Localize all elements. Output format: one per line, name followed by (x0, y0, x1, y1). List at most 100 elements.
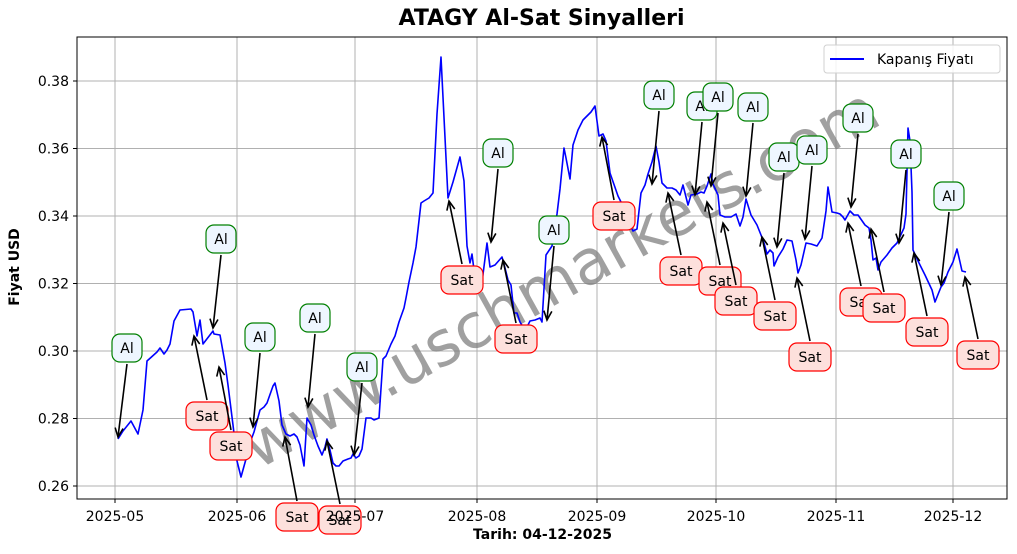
buy-label-text: Al (120, 341, 133, 357)
buy-label-text: Al (253, 330, 266, 346)
arrow-head-icon (773, 237, 783, 249)
signal-arrow-line (326, 442, 341, 505)
price-series-line (117, 56, 967, 478)
signal-arrow-line (940, 211, 950, 284)
buy-label-text: Al (711, 90, 724, 106)
legend-box (823, 44, 1001, 74)
arrow-head-icon (249, 417, 259, 429)
arrow-head-icon (720, 221, 730, 233)
sell-signal: Sat (209, 365, 253, 461)
sell-label-text: Sat (799, 350, 822, 366)
buy-label-text: Al (942, 189, 955, 205)
y-tick-label: 0.28 (38, 412, 69, 428)
y-tick-label: 0.32 (38, 277, 69, 293)
y-tick-label: 0.26 (38, 479, 69, 495)
sell-label-box (318, 505, 362, 535)
buy-signal: Al (643, 80, 675, 186)
arrow-head-icon (350, 445, 360, 457)
arrow-head-icon (281, 435, 292, 447)
arrow-head-icon (742, 186, 752, 198)
sell-label-box (788, 342, 832, 372)
buy-label-box (702, 82, 734, 112)
arrow-head-icon (868, 227, 878, 239)
sell-signal: Sat (440, 199, 484, 295)
sell-label-box (753, 301, 797, 331)
signal-arrow-line (502, 261, 517, 324)
signal-arrow-line (694, 121, 703, 194)
buy-signal: Al (482, 138, 514, 244)
signal-arrow-line (964, 278, 979, 340)
arrow-head-icon (487, 232, 497, 244)
sell-label-text: Sat (286, 510, 309, 526)
buy-label-box (842, 103, 874, 133)
signal-arrow-line (745, 122, 754, 195)
sell-label-box (862, 293, 906, 323)
sell-label-box (714, 286, 758, 316)
signal-arrow-line (117, 363, 128, 436)
buy-label-text: Al (746, 100, 759, 116)
price-line (117, 56, 967, 478)
x-axis-label: Tarih: 04-12-2025 (473, 527, 612, 543)
signal-arrow-line (804, 165, 813, 238)
arrow-head-icon (191, 334, 201, 346)
sell-label-text: Sat (505, 332, 528, 348)
sell-label-text: Sat (670, 264, 693, 280)
signal-arrow-line (761, 238, 776, 301)
signal-arrow-line (284, 438, 298, 502)
signal-arrow-line (776, 172, 785, 246)
arrow-head-icon (691, 185, 701, 197)
legend: Kapanış Fiyatı (823, 44, 1001, 74)
signal-arrow-line (212, 254, 222, 327)
signal-arrow-line (307, 333, 316, 406)
legend-label: Kapanış Fiyatı (877, 52, 974, 68)
buy-signal: Al (299, 303, 331, 409)
x-tick-label: 2025-11 (807, 509, 866, 525)
arrow-head-icon (847, 197, 857, 209)
arrow-head-icon (324, 439, 334, 451)
sell-label-box (592, 201, 636, 231)
signal-arrow-line (667, 194, 682, 256)
sell-label-box (209, 431, 253, 461)
buy-signal: Al (538, 215, 570, 322)
x-tick-label: 2025-10 (687, 509, 746, 525)
sell-signal: Sat (659, 191, 703, 286)
buy-signal: Al (890, 139, 922, 245)
sell-signal: Sat (318, 439, 362, 535)
signal-arrow-line (218, 368, 232, 431)
x-tick-label: 2025-05 (86, 509, 145, 525)
buy-label-box (890, 139, 922, 169)
buy-signal: Al (702, 82, 734, 188)
signal-arrow-line (193, 337, 208, 401)
signal-arrow-line (252, 352, 261, 426)
buy-label-text: Al (851, 111, 864, 127)
buy-signal: Al (842, 103, 874, 209)
signal-arrow-line (490, 168, 499, 241)
arrow-head-icon (446, 199, 456, 211)
signal-arrow-line (710, 112, 719, 185)
watermark: www.uschmarkets.com (230, 72, 891, 483)
arrow-head-icon (215, 365, 226, 377)
sell-label-text: Sat (967, 348, 990, 364)
arrow-head-icon (845, 221, 855, 233)
sell-label-box (494, 324, 538, 354)
sell-signal: Sat (788, 276, 832, 372)
x-tick-label: 2025-07 (326, 509, 385, 525)
signal-arrow-line (796, 279, 811, 342)
sell-signal: Sat (753, 235, 797, 331)
sell-signal: Sat (494, 258, 538, 354)
y-tick-label: 0.34 (38, 209, 69, 225)
buy-label-text: Al (355, 360, 368, 376)
sell-label-box (440, 265, 484, 295)
signal-arrow-line (353, 382, 363, 454)
buy-label-text: Al (214, 232, 227, 248)
sell-label-text: Sat (603, 209, 626, 225)
y-tick-label: 0.38 (38, 74, 69, 90)
buy-label-box (737, 92, 769, 122)
x-tick-label: 2025-06 (208, 509, 267, 525)
sell-label-box (956, 340, 1000, 370)
buy-label-text: Al (308, 311, 321, 327)
sell-label-text: Sat (329, 513, 352, 529)
arrow-head-icon (648, 174, 658, 186)
buy-signal: Al (796, 135, 828, 241)
